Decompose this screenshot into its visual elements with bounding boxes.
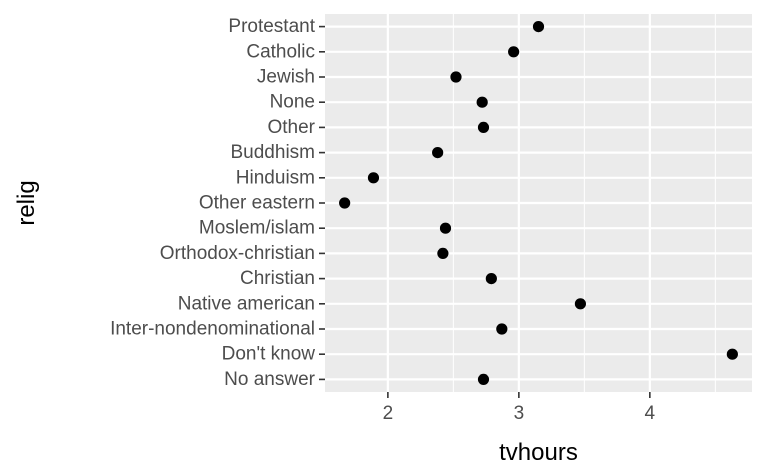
y-tick-label: No answer — [224, 369, 315, 390]
y-tick-label: Orthodox-christian — [160, 243, 315, 264]
y-axis-title: relig — [13, 180, 40, 225]
data-point — [432, 147, 444, 159]
data-point — [574, 298, 587, 310]
x-tick-label: 3 — [514, 403, 525, 424]
y-tick-label: Jewish — [257, 67, 315, 88]
x-axis-title: tvhours — [499, 439, 578, 466]
data-point — [532, 21, 545, 33]
y-tick-label: Christian — [240, 268, 315, 289]
data-point — [439, 222, 452, 234]
data-point — [437, 247, 449, 259]
y-tick-label: Protestant — [228, 16, 315, 37]
x-tick-label: 2 — [383, 403, 394, 424]
data-point — [367, 172, 380, 184]
y-tick-label: Buddhism — [231, 142, 316, 163]
y-tick-label: Native american — [178, 293, 315, 314]
y-axis: Protestant Catholic Jewish None Other Buddhis… — [110, 16, 325, 390]
y-tick-label: Catholic — [246, 41, 315, 62]
major-gridlines — [325, 14, 752, 392]
data-point — [508, 46, 520, 58]
y-tick-label: Other eastern — [199, 193, 315, 214]
y-tick-label: Moslem/islam — [199, 218, 315, 239]
data-point — [476, 96, 488, 108]
data-point — [726, 348, 738, 360]
y-tick-label: Inter-nondenominational — [110, 319, 315, 340]
y-tick-label: Don't know — [222, 344, 316, 365]
data-point — [485, 273, 497, 285]
data-point — [339, 197, 351, 209]
y-tick-label: Hinduism — [236, 167, 315, 188]
x-axis: 2 3 4 — [383, 392, 656, 424]
y-tick-label: Other — [267, 117, 315, 138]
x-tick-label: 4 — [645, 403, 656, 424]
data-point — [477, 373, 490, 385]
data-point — [477, 121, 490, 133]
data-point — [450, 71, 462, 83]
y-tick-label: None — [270, 92, 315, 113]
data-point — [496, 323, 508, 335]
data-points — [339, 21, 738, 385]
